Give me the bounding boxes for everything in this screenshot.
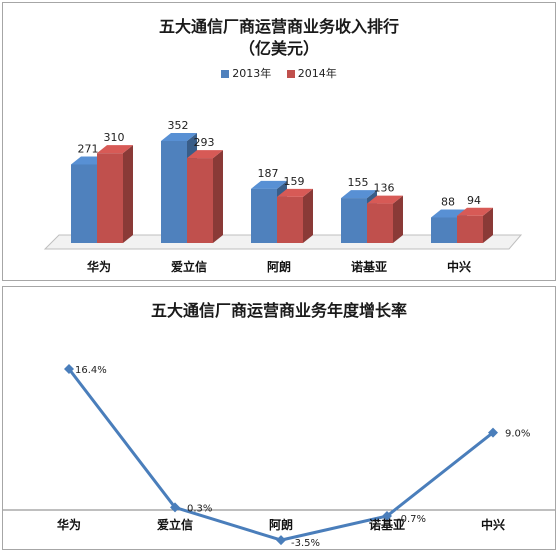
x-tick-label: 诺基亚 [369, 517, 405, 532]
bar [431, 217, 457, 243]
bar-side [393, 195, 403, 243]
bar [341, 198, 367, 243]
bar-value-label: 310 [104, 131, 125, 144]
legend-label-2014: 2014年 [297, 67, 337, 80]
data-label: -0.7% [397, 514, 426, 525]
bar [161, 141, 187, 243]
bar [457, 215, 483, 243]
growth-line [67, 368, 494, 542]
bar-chart-legend: 2013年 2014年 [3, 65, 555, 81]
bar-top [187, 150, 223, 159]
bar-chart-subtitle: （亿美元） [238, 39, 319, 58]
bar-value-label: 136 [374, 182, 395, 195]
bar [97, 153, 123, 243]
x-tick-label: 中兴 [481, 517, 505, 532]
x-tick-label: 爱立信 [171, 259, 207, 274]
x-tick-label: 中兴 [447, 259, 471, 274]
legend-item-2014: 2014年 [286, 65, 337, 81]
line-chart-plot: 16.4% 0.3% -3.5% -0.7% 9.0% 华为 爱立信 阿朗 诺基亚 中兴 [3, 363, 555, 549]
bar-value-label: 155 [348, 176, 369, 189]
bar-top [457, 207, 493, 216]
bar-value-label: 271 [78, 142, 99, 155]
bar-top [367, 195, 403, 204]
x-tick-label: 爱立信 [157, 517, 193, 532]
bar-side [483, 207, 493, 243]
data-point [382, 511, 392, 522]
x-tick-label: 诺基亚 [351, 259, 387, 274]
legend-swatch-2014 [286, 70, 295, 78]
line-chart-title: 五大通信厂商运营商业务年度增长率 [150, 301, 407, 320]
data-point [488, 427, 498, 438]
bar-value-label: 187 [258, 167, 279, 180]
data-label: 9.0% [505, 429, 530, 440]
bar-top [341, 190, 377, 199]
bar-value-label: 159 [284, 175, 305, 188]
data-point [64, 363, 74, 374]
legend-swatch-2013 [221, 70, 230, 78]
bar [277, 196, 303, 243]
x-tick-label: 华为 [87, 259, 111, 274]
legend-item-2013: 2013年 [221, 65, 271, 81]
bar-top [277, 188, 313, 197]
bar [71, 164, 97, 243]
growth-chart-panel: 五大通信厂商运营商业务年度增长率 16.4% 0.3% -3.5% -0.7% 9.0%… [2, 286, 556, 550]
bar-value-label: 352 [168, 119, 189, 132]
bar-value-label: 88 [441, 196, 455, 209]
bar [187, 158, 213, 243]
data-label: 0.3% [187, 503, 212, 514]
bar-value-label: 293 [194, 136, 215, 149]
bar-side [303, 188, 313, 243]
bar-value-label: 94 [467, 194, 481, 207]
revenue-chart-panel: 五大通信厂商运营商业务收入排行 （亿美元） 2013年 2014年 271 310… [2, 2, 556, 281]
x-tick-label: 华为 [57, 517, 81, 532]
bar-top [97, 145, 133, 154]
legend-label-2013: 2013年 [232, 67, 272, 80]
data-point [276, 535, 286, 546]
data-point [170, 502, 180, 513]
bar-side [123, 145, 133, 243]
x-tick-label: 阿朗 [269, 517, 293, 532]
x-tick-label: 阿朗 [267, 259, 291, 274]
bar-chart-title: 五大通信厂商运营商业务收入排行 [158, 17, 399, 36]
bar [367, 203, 393, 243]
data-label: 16.4% [75, 365, 107, 376]
bar [251, 188, 277, 243]
bar-top [161, 133, 197, 141]
bar-chart-plot: 271 310 华为 352 293 爱立信 187 159 阿朗 155 136 诺基亚 88 94 中兴 [43, 119, 523, 274]
data-label: -3.5% [291, 538, 320, 549]
bar-top [251, 180, 287, 189]
bar-side [213, 150, 223, 243]
